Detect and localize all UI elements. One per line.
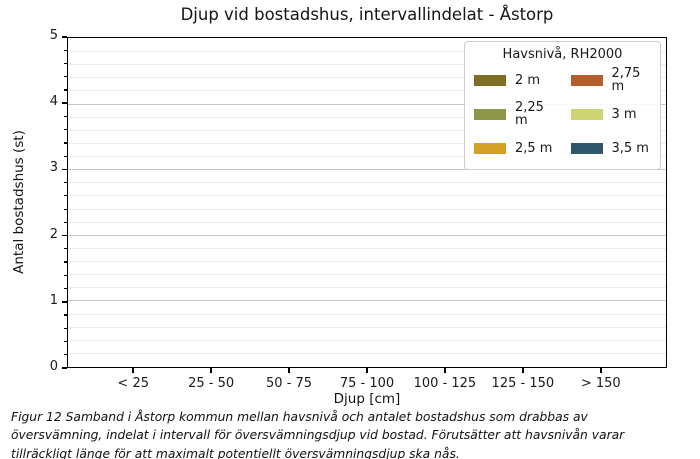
- minor-gridline: [68, 221, 666, 223]
- minor-gridline: [68, 182, 666, 184]
- legend-item-label: 2,25 m: [515, 100, 544, 128]
- y-tick-label: 4: [49, 94, 58, 110]
- y-tick: [61, 102, 67, 104]
- y-minor-tick: [63, 49, 67, 51]
- legend-item-label: 2 m: [515, 72, 541, 88]
- x-tick: [444, 368, 446, 373]
- y-tick: [61, 36, 67, 38]
- y-minor-tick: [63, 314, 67, 316]
- y-minor-tick: [63, 261, 67, 263]
- x-tick-label: > 150: [580, 376, 621, 391]
- legend-item: 2,5 m: [474, 135, 555, 161]
- chart-title: Djup vid bostadshus, intervallindelat - …: [180, 5, 554, 24]
- y-minor-tick: [63, 248, 67, 250]
- minor-gridline: [68, 339, 666, 341]
- x-tick-label: 25 - 50: [188, 376, 235, 391]
- y-minor-tick: [63, 208, 67, 210]
- minor-gridline: [68, 247, 666, 249]
- plot-area: Havsnivå, RH2000 2 m 2,25 m 2,5 m 2,75 m 3 m…: [67, 37, 667, 368]
- legend-swatch: [474, 108, 506, 120]
- y-minor-tick: [63, 155, 67, 157]
- x-tick: [522, 368, 524, 373]
- minor-gridline: [68, 313, 666, 315]
- minor-gridline: [68, 90, 666, 92]
- y-axis-label: Antal bostadshus (st): [11, 130, 27, 274]
- minor-gridline: [68, 51, 666, 53]
- x-tick: [288, 368, 290, 373]
- legend-items: 2 m 2,25 m 2,5 m 2,75 m 3 m 3,5 m: [474, 67, 651, 161]
- legend-item: 3,5 m: [570, 135, 652, 161]
- x-tick: [132, 368, 135, 373]
- legend: Havsnivå, RH2000 2 m 2,25 m 2,5 m 2,75 m 3 m…: [464, 41, 661, 170]
- legend-item: 2,75 m: [570, 66, 652, 94]
- figure-caption: Figur 12 Samband i Åstorp kommun mellan …: [11, 410, 625, 459]
- minor-gridline: [68, 116, 666, 118]
- y-minor-tick: [63, 182, 67, 184]
- x-tick: [599, 368, 602, 373]
- minor-gridline: [68, 64, 666, 66]
- y-tick: [61, 301, 67, 303]
- y-minor-tick: [63, 221, 67, 223]
- legend-swatch: [570, 74, 603, 86]
- minor-gridline: [68, 77, 666, 79]
- major-gridline: [68, 234, 666, 236]
- y-minor-tick: [63, 195, 67, 197]
- major-gridline: [68, 169, 666, 171]
- legend-swatch: [474, 142, 506, 154]
- x-tick: [366, 368, 368, 373]
- legend-item: 2 m: [474, 67, 555, 93]
- legend-swatch: [570, 142, 603, 154]
- x-tick-label: 125 - 150: [491, 376, 555, 391]
- minor-gridline: [68, 208, 666, 210]
- x-tick-label: 50 - 75: [266, 376, 313, 391]
- x-tick-label: < 25: [117, 376, 149, 391]
- gridlines-layer: [68, 38, 666, 367]
- y-minor-tick: [63, 76, 67, 78]
- x-tick: [210, 368, 212, 373]
- y-minor-tick: [63, 115, 67, 118]
- y-minor-tick: [63, 287, 67, 290]
- y-tick: [61, 234, 67, 237]
- x-axis-label: Djup [cm]: [333, 391, 401, 407]
- y-tick: [61, 168, 67, 171]
- y-tick-label: 1: [49, 292, 58, 308]
- y-tick-label: 2: [49, 226, 58, 242]
- y-minor-tick: [63, 340, 67, 343]
- legend-item-label: 2,75 m: [611, 66, 641, 94]
- minor-gridline: [68, 261, 666, 263]
- minor-gridline: [68, 129, 666, 131]
- major-gridline: [68, 300, 666, 302]
- minor-gridline: [68, 326, 666, 328]
- y-tick-label: 3: [49, 160, 58, 176]
- y-tick-label: 0: [49, 359, 58, 374]
- y-minor-tick: [63, 274, 67, 276]
- minor-gridline: [68, 274, 666, 276]
- y-minor-tick: [63, 89, 67, 91]
- legend-swatch: [474, 74, 506, 86]
- major-gridline: [68, 103, 666, 105]
- minor-gridline: [68, 287, 666, 289]
- minor-gridline: [68, 195, 666, 197]
- minor-gridline: [68, 352, 666, 354]
- legend-item: 2,25 m: [474, 101, 555, 127]
- y-tick: [61, 367, 67, 369]
- legend-item-label: 3,5 m: [611, 140, 649, 156]
- legend-swatch: [570, 108, 603, 120]
- legend-item-label: 3 m: [611, 106, 637, 122]
- legend-item: 3 m: [570, 101, 652, 127]
- legend-title: Havsnivå, RH2000: [502, 47, 623, 62]
- minor-gridline: [68, 156, 666, 158]
- y-minor-tick: [63, 142, 67, 144]
- y-minor-tick: [63, 327, 67, 329]
- minor-gridline: [68, 142, 666, 144]
- y-minor-tick: [63, 354, 67, 356]
- y-tick-label: 5: [49, 28, 58, 43]
- legend-item-label: 2,5 m: [515, 140, 553, 156]
- x-tick-label: 100 - 125: [413, 376, 477, 391]
- y-minor-tick: [63, 62, 67, 65]
- y-minor-tick: [63, 129, 67, 131]
- x-tick-label: 75 - 100: [339, 376, 395, 391]
